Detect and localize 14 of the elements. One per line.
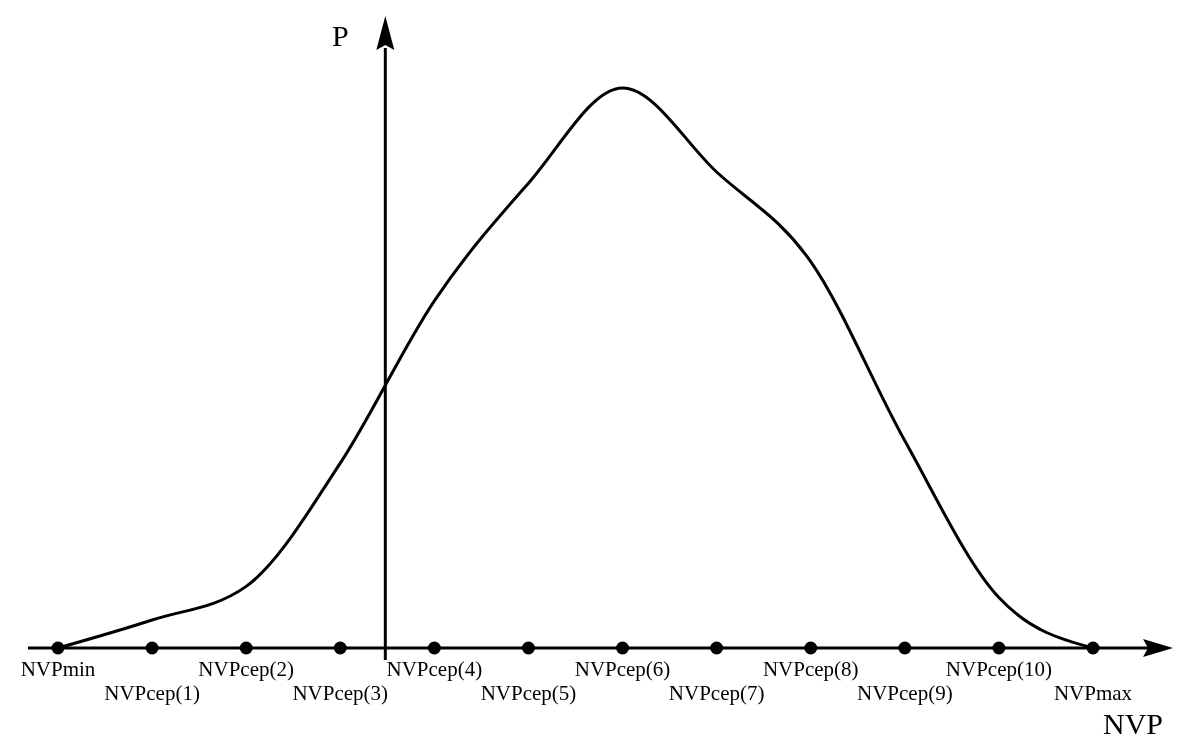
x-tick-label: NVPmin <box>20 657 96 681</box>
x-tick-label: NVPcep(10) <box>945 657 1052 681</box>
x-tick-label: NVPcep(7) <box>668 681 765 705</box>
x-tick-label: NVPcep(8) <box>762 657 859 681</box>
x-tick-label: NVPcep(5) <box>480 681 577 705</box>
x-tick-label: NVPcep(1) <box>104 681 200 705</box>
x-axis-title: NVP <box>1102 707 1164 740</box>
y-axis-title: P <box>331 19 349 52</box>
x-tick-label: NVPcep(2) <box>198 657 295 681</box>
x-tick-label: NVPcep(9) <box>857 681 953 705</box>
x-tick-label: NVPcep(3) <box>292 681 389 705</box>
x-tick-label: NVPcep(4) <box>386 657 483 681</box>
x-tick-label: NVPmax <box>1053 681 1133 705</box>
x-tick-label: NVPcep(6) <box>574 657 671 681</box>
